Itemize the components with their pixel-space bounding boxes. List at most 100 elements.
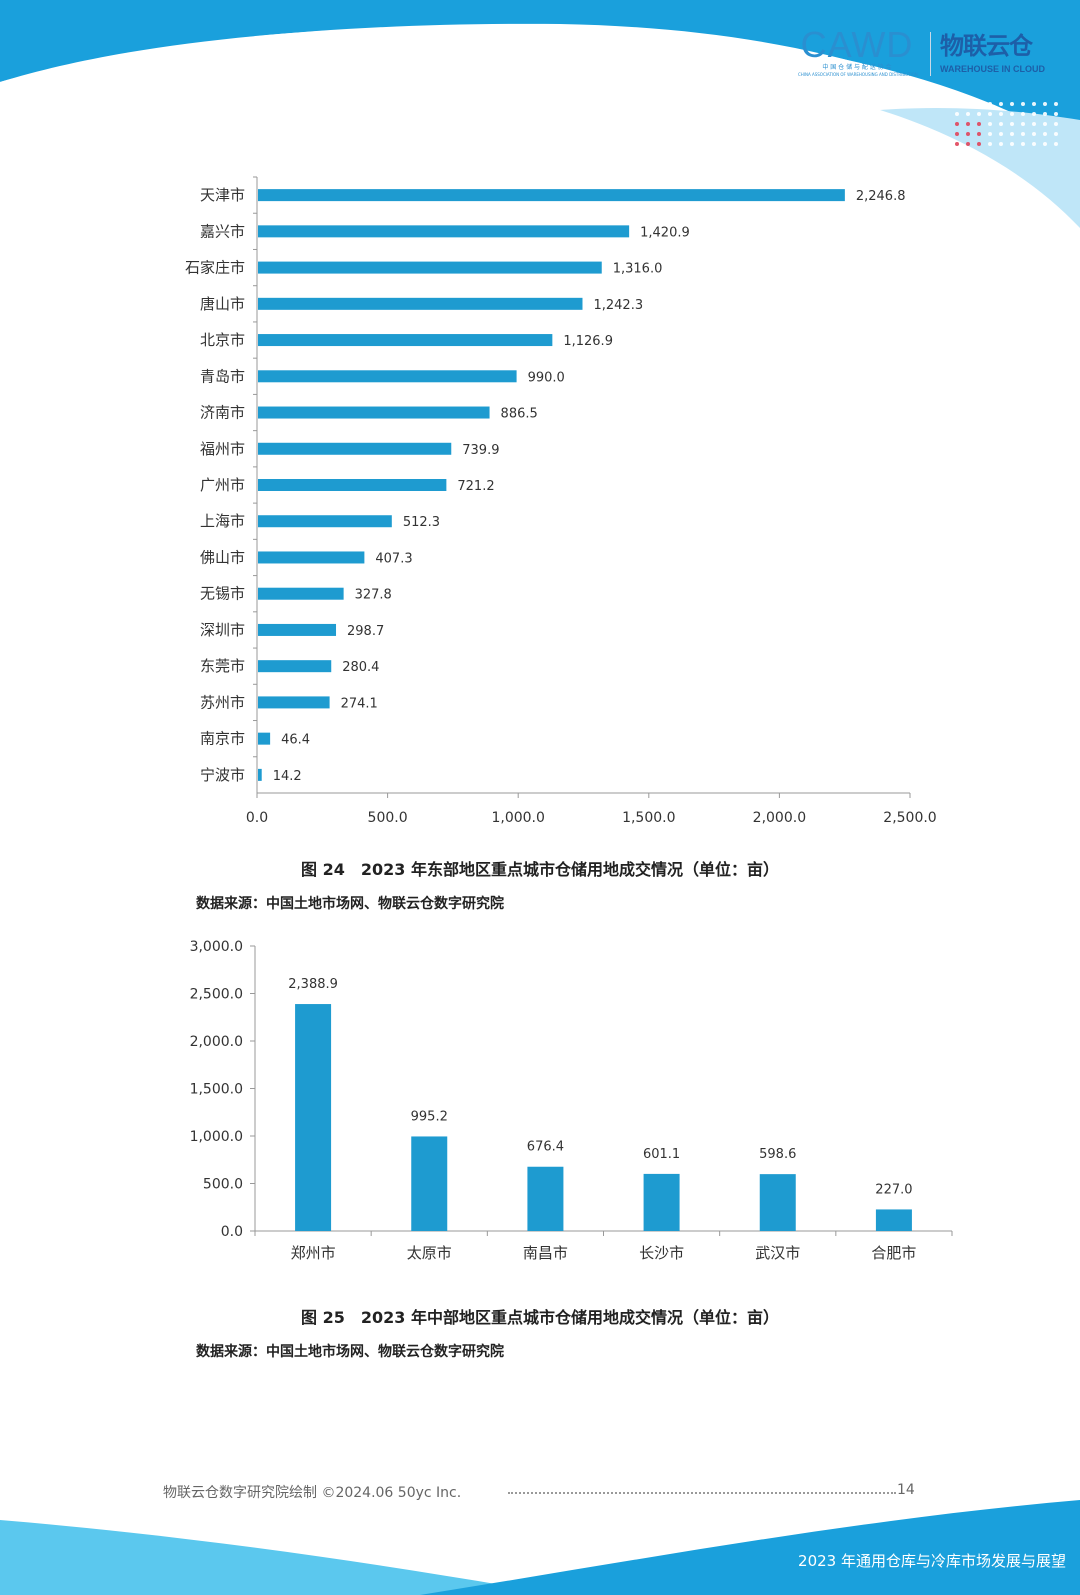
decorative-dot [1032, 122, 1036, 126]
category-label: 石家庄市 [185, 259, 245, 277]
y-tick-label: 2,500.0 [190, 987, 243, 1003]
bar [258, 479, 447, 491]
page-number: 14 [897, 1482, 915, 1498]
bar [258, 189, 845, 202]
category-label: 嘉兴市 [200, 222, 245, 240]
decorative-dot [988, 102, 992, 106]
decorative-dot [999, 102, 1003, 106]
bar [258, 370, 517, 383]
bar [258, 515, 392, 528]
data-label: 298.7 [347, 624, 384, 639]
cawd-logo-text: CAWD [800, 24, 914, 65]
data-label: 995.2 [411, 1109, 448, 1124]
decorative-dot [955, 132, 959, 136]
category-label: 深圳市 [200, 621, 245, 639]
data-label: 274.1 [341, 696, 378, 711]
bar [258, 225, 630, 238]
data-label: 990.0 [528, 370, 565, 385]
decorative-dot [1010, 142, 1014, 146]
footer-wave-light [0, 1520, 560, 1595]
data-label: 1,420.9 [640, 225, 690, 240]
decorative-dot [1010, 122, 1014, 126]
decorative-dot [1054, 122, 1058, 126]
bar [411, 1136, 448, 1231]
category-label: 东莞市 [200, 657, 245, 675]
decorative-dot [988, 142, 992, 146]
category-label: 北京市 [200, 331, 245, 349]
category-label: 济南市 [200, 404, 245, 422]
decorative-dot [999, 122, 1003, 126]
decorative-dot [1021, 112, 1025, 116]
bar [258, 406, 490, 419]
data-label: 14.2 [273, 769, 302, 784]
decorative-dot [1043, 132, 1047, 136]
category-label: 太原市 [407, 1244, 452, 1262]
decorative-dot [955, 102, 959, 106]
decorative-dot [1021, 132, 1025, 136]
data-label: 407.3 [375, 551, 412, 566]
y-tick-label: 1,500.0 [190, 1082, 243, 1098]
chart-25-caption: 图 25 2023 年中部地区重点城市仓储用地成交情况（单位：亩） [301, 1308, 779, 1327]
x-tick-label: 500.0 [368, 810, 408, 826]
x-tick-label: 0.0 [246, 810, 268, 826]
decorative-dot [977, 122, 981, 126]
decorative-dot [1054, 142, 1058, 146]
data-label: 676.4 [527, 1140, 564, 1155]
bar [643, 1173, 680, 1231]
data-label: 721.2 [457, 479, 494, 494]
chart-25-source: 数据来源：中国土地市场网、物联云仓数字研究院 [196, 1344, 504, 1360]
decorative-dot [1010, 112, 1014, 116]
decorative-dot [999, 142, 1003, 146]
decorative-dot [955, 142, 959, 146]
category-label: 佛山市 [200, 548, 245, 566]
decorative-dot [1021, 122, 1025, 126]
decorative-dot [1010, 132, 1014, 136]
decorative-dot [977, 132, 981, 136]
y-tick-label: 1,000.0 [190, 1129, 243, 1145]
data-label: 2,388.9 [288, 977, 338, 992]
east-region-bar-chart: 0.0 500.0 1,000.0 1,500.0 2,000.0 2,500.0 天津市 2… [185, 176, 937, 826]
data-label: 739.9 [462, 443, 499, 458]
decorative-dot [1043, 142, 1047, 146]
header-wave-dark [0, 0, 1080, 150]
data-label: 1,126.9 [563, 334, 613, 349]
data-label: 601.1 [643, 1147, 680, 1162]
chart-24-caption: 图 24 2023 年东部地区重点城市仓储用地成交情况（单位：亩） [301, 860, 779, 879]
category-label: 苏州市 [200, 693, 245, 711]
footer-dotted-leader [508, 1492, 896, 1494]
decorative-dot [1054, 102, 1058, 106]
bar [527, 1166, 564, 1231]
decorative-dot [1054, 112, 1058, 116]
decorative-dot [955, 112, 959, 116]
category-label: 南京市 [200, 730, 245, 748]
footer-wave-dark [420, 1500, 1080, 1595]
decorative-dot [966, 102, 970, 106]
decorative-dot [999, 132, 1003, 136]
category-label: 青岛市 [200, 367, 245, 385]
category-label: 无锡市 [200, 585, 245, 603]
y-tick-label: 0.0 [221, 1224, 243, 1240]
decorative-dot [955, 122, 959, 126]
central-region-bar-chart: 0.0 500.0 1,000.0 1,500.0 2,000.0 2,500.0 3,00… [190, 939, 953, 1262]
category-label: 合肥市 [871, 1244, 916, 1262]
x-tick-label: 1,000.0 [491, 810, 544, 826]
report-title: 2023 年通用仓库与冷库市场发展与展望 [798, 1552, 1066, 1570]
category-label: 天津市 [200, 186, 245, 204]
data-label: 1,316.0 [613, 262, 663, 277]
decorative-dot [1032, 102, 1036, 106]
category-label: 长沙市 [639, 1244, 684, 1262]
x-tick-label: 1,500.0 [622, 810, 675, 826]
bar [258, 442, 452, 455]
category-label: 上海市 [200, 512, 245, 530]
decorative-dot [988, 132, 992, 136]
bar [258, 732, 271, 745]
cawd-logo: CAWD 中 国 仓 储 与 配 送 协 会 CHINA ASSOCIATION… [798, 24, 918, 78]
x-tick-label: 2,500.0 [883, 810, 936, 826]
bar [258, 297, 583, 310]
wic-logo-en: WAREHOUSE IN CLOUD [940, 64, 1046, 74]
x-tick-label: 2,000.0 [753, 810, 806, 826]
decorative-dot [977, 102, 981, 106]
header-wave-white [0, 23, 1080, 240]
decorative-dot [966, 132, 970, 136]
chart-24-source: 数据来源：中国土地市场网、物联云仓数字研究院 [196, 896, 504, 912]
